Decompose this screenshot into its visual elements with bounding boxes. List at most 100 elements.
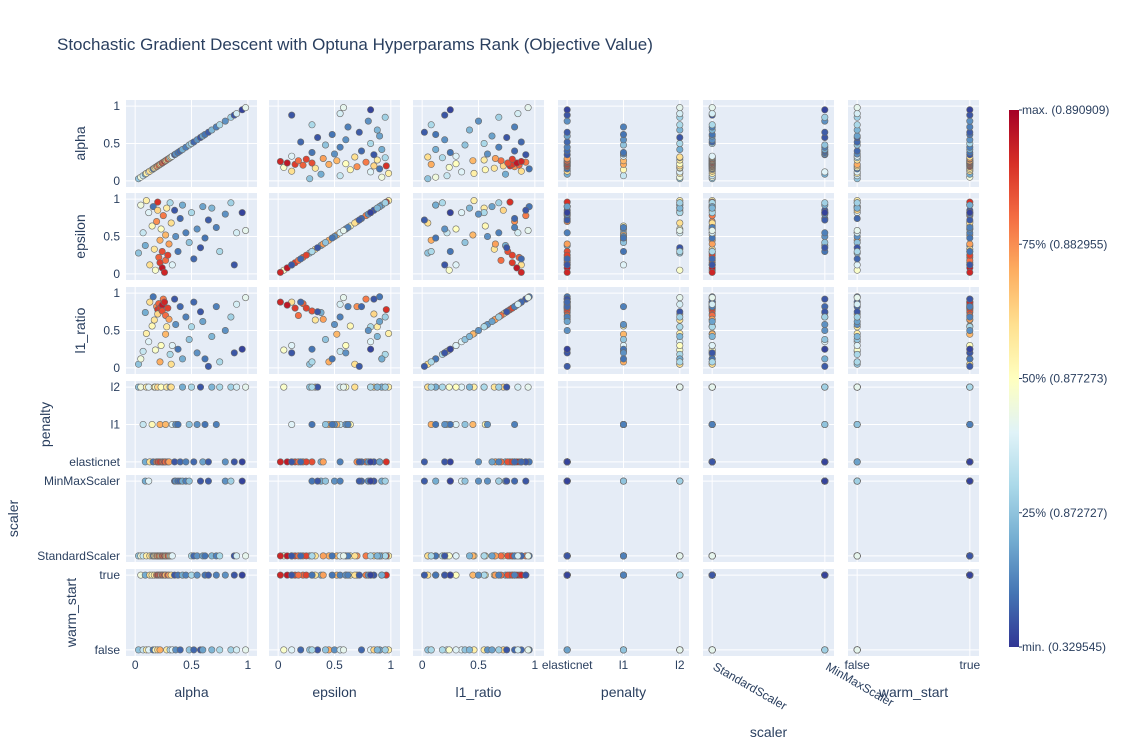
data-point (508, 259, 516, 267)
data-point (381, 154, 389, 162)
data-point (495, 113, 503, 121)
data-point (212, 571, 220, 579)
data-point (619, 261, 627, 269)
data-point (339, 227, 347, 235)
colorbar: max. (0.890909) 75% (0.882955) 50% (0.8772… (1009, 103, 1109, 654)
data-point (325, 160, 333, 168)
data-point (524, 646, 532, 654)
data-point (469, 231, 477, 239)
data-point (522, 151, 530, 159)
chart-title: Stochastic Gradient Descent with Optuna … (57, 35, 653, 54)
data-point (328, 571, 336, 579)
y-tick-label: 0.5 (103, 137, 120, 151)
data-point (382, 162, 390, 170)
data-point (297, 255, 305, 263)
data-point (474, 571, 482, 579)
data-point (432, 477, 440, 485)
data-point (676, 110, 684, 118)
cell-warm_start-vs-penalty (558, 569, 689, 656)
data-point (563, 477, 571, 485)
data-point (619, 571, 627, 579)
data-point (821, 244, 829, 252)
data-point (367, 345, 375, 353)
data-point (159, 212, 167, 220)
data-point (370, 151, 378, 159)
data-point (452, 225, 460, 233)
y-axis-title-scaler: scaler (5, 499, 21, 537)
x-tick-label: 0 (275, 658, 282, 672)
data-point (373, 126, 381, 134)
data-point (708, 248, 716, 256)
data-point (319, 552, 327, 560)
y-axis-title-warm_start: warm_start (63, 578, 79, 648)
y-tick-label: false (95, 643, 121, 657)
data-point (212, 224, 220, 232)
data-point (302, 251, 310, 259)
data-point (373, 204, 381, 212)
cell-l1_ratio-vs-warm_start (848, 287, 979, 374)
data-point (420, 571, 428, 579)
x-tick-label: l2 (675, 658, 685, 672)
data-point (966, 106, 974, 114)
data-point (511, 571, 519, 579)
data-point (179, 383, 187, 391)
data-point (216, 358, 224, 366)
data-point (163, 204, 171, 212)
data-point (308, 358, 316, 366)
data-point (382, 306, 390, 314)
data-point (212, 420, 220, 428)
data-point (483, 420, 491, 428)
data-point (619, 303, 627, 311)
data-point (381, 313, 389, 321)
data-point (381, 113, 389, 121)
data-point (676, 323, 684, 331)
data-point (432, 146, 440, 154)
data-point (676, 646, 684, 654)
data-point (853, 646, 861, 654)
cell-warm_start-vs-scaler (703, 569, 834, 656)
data-point (373, 383, 381, 391)
data-point (139, 347, 147, 355)
data-point (708, 227, 716, 235)
data-point (563, 362, 571, 370)
data-point (465, 332, 473, 340)
data-point (156, 236, 164, 244)
data-point (204, 458, 212, 466)
data-point (162, 330, 170, 338)
data-point (146, 298, 154, 306)
data-point (676, 341, 684, 349)
data-point (185, 420, 193, 428)
data-point (367, 338, 375, 346)
data-point (480, 156, 488, 164)
data-point (517, 255, 525, 263)
data-point (373, 646, 381, 654)
data-point (276, 298, 284, 306)
data-point (283, 301, 291, 309)
cell-warm_start-vs-warm_start (848, 569, 979, 656)
data-point (821, 345, 829, 353)
y-tick-label: 0.5 (103, 230, 120, 244)
data-point (563, 240, 571, 248)
data-point (308, 121, 316, 129)
data-point (524, 552, 532, 560)
data-point (182, 313, 190, 321)
x-tick-label: 0 (419, 658, 426, 672)
data-point (148, 322, 156, 330)
data-point (619, 646, 627, 654)
data-point (563, 298, 571, 306)
data-point (427, 383, 435, 391)
data-point (821, 320, 829, 328)
data-point (508, 251, 516, 259)
data-point (821, 216, 829, 224)
data-point (503, 308, 511, 316)
data-point (321, 646, 329, 654)
data-point (495, 229, 503, 237)
data-point (190, 255, 198, 263)
data-point (172, 320, 180, 328)
data-point (137, 201, 145, 209)
data-point (151, 266, 159, 274)
data-point (495, 571, 503, 579)
data-point (199, 317, 207, 325)
y-tick-label: StandardScaler (37, 549, 120, 563)
data-point (208, 332, 216, 340)
